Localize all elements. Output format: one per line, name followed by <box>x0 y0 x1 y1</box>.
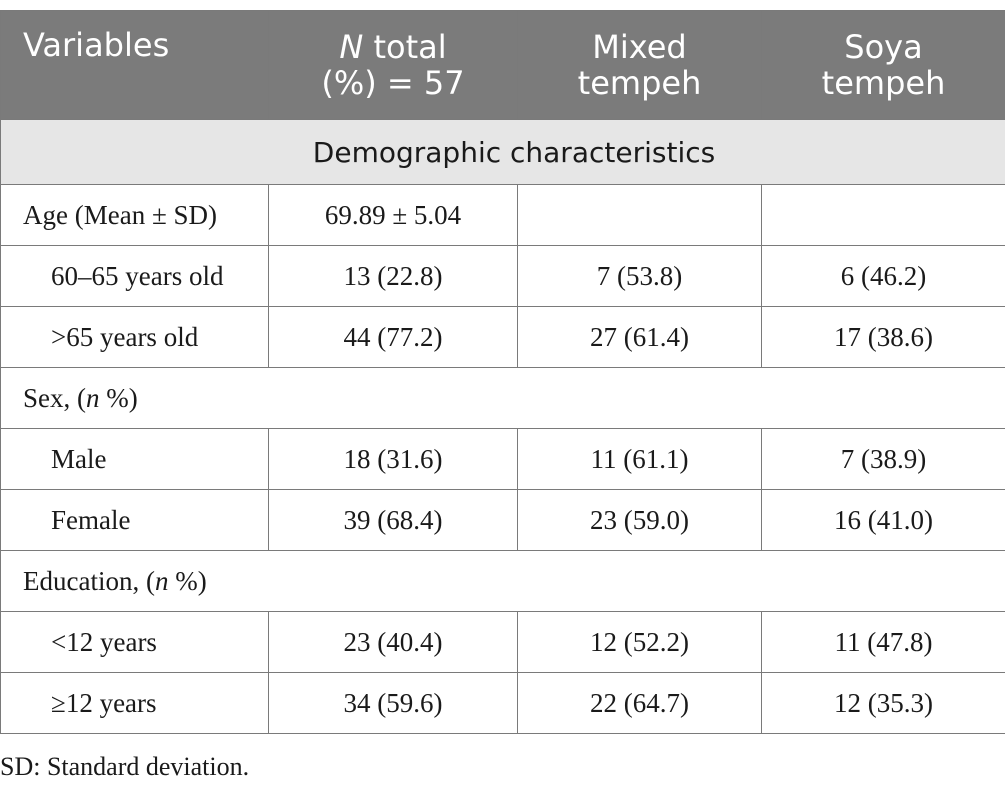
group-label-education-pre: Education, ( <box>23 565 155 596</box>
table-footnote: SD: Standard deviation. <box>0 752 250 781</box>
header-soya-tempeh: Soya tempeh <box>761 10 1005 120</box>
cell-mixed: 7 (53.8) <box>517 245 762 307</box>
cell-soya: 11 (47.8) <box>761 611 1005 673</box>
header-n-total-count: (%) = 57 <box>321 64 465 102</box>
cell-mixed: 22 (64.7) <box>517 672 762 734</box>
cell-mixed: 27 (61.4) <box>517 306 762 368</box>
cell-total: 44 (77.2) <box>268 306 518 368</box>
cell-total: 18 (31.6) <box>268 428 518 490</box>
demographics-table: Variables N total (%) = 57 Mixed tempeh … <box>0 10 1005 734</box>
cell-mixed: 11 (61.1) <box>517 428 762 490</box>
row-label-female: Female <box>0 489 269 551</box>
group-label-sex-pre: Sex, ( <box>23 382 86 413</box>
group-label-education-n: n <box>154 565 169 596</box>
cell-total: 34 (59.6) <box>268 672 518 734</box>
group-label-sex-post: %) <box>99 382 138 413</box>
row-label-age-over-65: >65 years old <box>0 306 269 368</box>
cell-soya: 6 (46.2) <box>761 245 1005 307</box>
table-row: 60–65 years old 13 (22.8) 7 (53.8) 6 (46… <box>0 245 1005 307</box>
header-soya-line2: tempeh <box>821 64 946 102</box>
group-label-education: Education, (n %) <box>0 550 1005 612</box>
row-label-edu-ge12: ≥12 years <box>0 672 269 734</box>
table-row: ≥12 years 34 (59.6) 22 (64.7) 12 (35.3) <box>0 672 1005 734</box>
row-label-edu-lt12: <12 years <box>0 611 269 673</box>
cell-mixed: 12 (52.2) <box>517 611 762 673</box>
header-n-symbol: N <box>339 28 364 66</box>
demographics-table-container: Variables N total (%) = 57 Mixed tempeh … <box>0 10 1005 734</box>
table-row: Age (Mean ± SD) 69.89 ± 5.04 <box>0 184 1005 246</box>
group-label-sex: Sex, (n %) <box>0 367 1005 429</box>
header-variables: Variables <box>0 10 269 120</box>
cell-soya: 17 (38.6) <box>761 306 1005 368</box>
table-row: >65 years old 44 (77.2) 27 (61.4) 17 (38… <box>0 306 1005 368</box>
row-label-age: Age (Mean ± SD) <box>0 184 269 246</box>
header-mixed-tempeh: Mixed tempeh <box>517 10 762 120</box>
header-n-total-text: total <box>363 28 447 66</box>
section-row: Demographic characteristics <box>0 119 1005 185</box>
header-mixed-line1: Mixed <box>592 28 687 66</box>
cell-total: 23 (40.4) <box>268 611 518 673</box>
group-row-education: Education, (n %) <box>0 550 1005 612</box>
group-row-sex: Sex, (n %) <box>0 367 1005 429</box>
header-mixed-line2: tempeh <box>577 64 702 102</box>
row-label-age-60-65: 60–65 years old <box>0 245 269 307</box>
cell-total: 39 (68.4) <box>268 489 518 551</box>
cell-soya: 16 (41.0) <box>761 489 1005 551</box>
cell-mixed: 23 (59.0) <box>517 489 762 551</box>
header-soya-line1: Soya <box>844 28 923 66</box>
table-row: Female 39 (68.4) 23 (59.0) 16 (41.0) <box>0 489 1005 551</box>
group-label-education-post: %) <box>168 565 207 596</box>
section-title: Demographic characteristics <box>0 119 1005 185</box>
cell-mixed <box>517 184 762 246</box>
header-row: Variables N total (%) = 57 Mixed tempeh … <box>0 10 1005 120</box>
cell-soya: 7 (38.9) <box>761 428 1005 490</box>
row-label-male: Male <box>0 428 269 490</box>
table-row: <12 years 23 (40.4) 12 (52.2) 11 (47.8) <box>0 611 1005 673</box>
cell-total: 13 (22.8) <box>268 245 518 307</box>
group-label-sex-n: n <box>86 382 100 413</box>
cell-total: 69.89 ± 5.04 <box>268 184 518 246</box>
table-row: Male 18 (31.6) 11 (61.1) 7 (38.9) <box>0 428 1005 490</box>
cell-soya: 12 (35.3) <box>761 672 1005 734</box>
cell-soya <box>761 184 1005 246</box>
header-n-total: N total (%) = 57 <box>268 10 518 120</box>
